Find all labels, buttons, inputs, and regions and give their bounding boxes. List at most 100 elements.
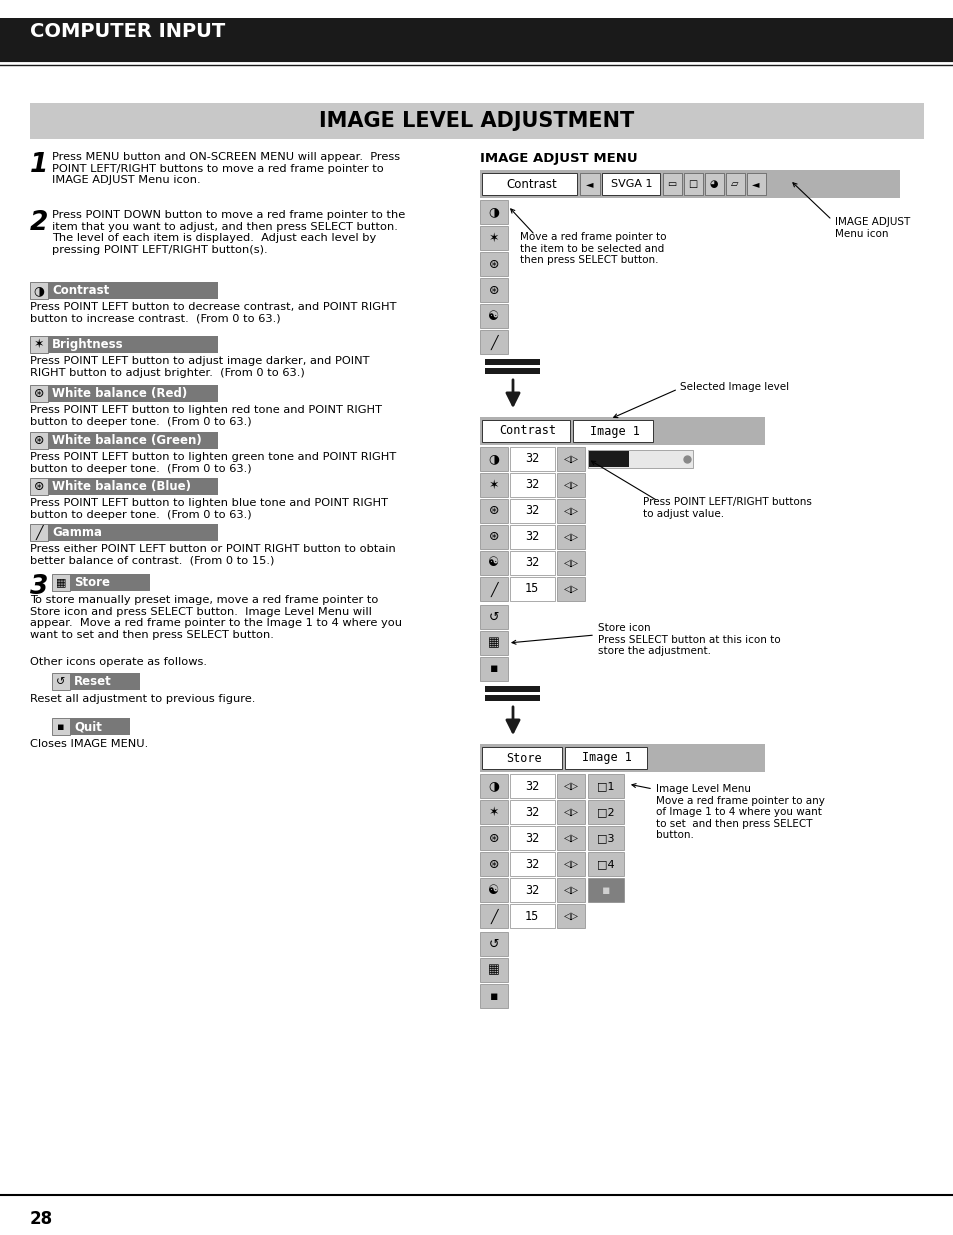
Text: ▱: ▱ <box>731 179 738 189</box>
Bar <box>479 499 507 522</box>
Text: Other icons operate as follows.: Other icons operate as follows. <box>30 657 207 667</box>
Bar <box>564 747 646 769</box>
Text: ╱: ╱ <box>490 582 497 597</box>
Text: White balance (Red): White balance (Red) <box>52 387 187 400</box>
Text: 32: 32 <box>524 557 538 569</box>
Bar <box>30 385 48 403</box>
Bar <box>479 278 507 303</box>
Text: ⊛: ⊛ <box>488 531 498 543</box>
Bar <box>479 170 899 198</box>
Bar <box>30 524 48 541</box>
Text: Image 1: Image 1 <box>581 752 631 764</box>
Bar <box>479 304 507 329</box>
Bar <box>479 226 507 249</box>
Bar <box>510 774 555 798</box>
Bar <box>52 673 70 690</box>
Bar <box>479 447 507 471</box>
Text: □4: □4 <box>597 860 614 869</box>
Text: Contrast: Contrast <box>499 425 556 437</box>
Text: Press POINT LEFT button to lighten red tone and POINT RIGHT
button to deeper ton: Press POINT LEFT button to lighten red t… <box>30 405 381 426</box>
Bar <box>557 577 584 601</box>
Text: ▭: ▭ <box>667 179 676 189</box>
Text: ◁▷: ◁▷ <box>563 860 578 869</box>
Text: ◁▷: ◁▷ <box>563 454 578 464</box>
Bar <box>510 447 555 471</box>
Text: ⊛: ⊛ <box>33 387 44 400</box>
Text: ▪: ▪ <box>57 721 65 731</box>
Text: Store icon
Press SELECT button at this icon to
store the adjustment.: Store icon Press SELECT button at this i… <box>598 622 780 656</box>
Text: ✶: ✶ <box>488 231 498 245</box>
Bar <box>479 473 507 496</box>
Text: ◑: ◑ <box>488 452 499 466</box>
Text: Contrast: Contrast <box>52 284 110 296</box>
Text: ↺: ↺ <box>488 610 498 624</box>
Bar <box>557 447 584 471</box>
Bar <box>48 524 218 541</box>
Bar <box>484 368 539 374</box>
Bar <box>510 525 555 550</box>
Bar <box>30 336 48 353</box>
Text: ✶: ✶ <box>488 805 498 819</box>
Text: Gamma: Gamma <box>52 526 102 538</box>
Bar <box>588 451 628 467</box>
Text: ◁▷: ◁▷ <box>563 584 578 594</box>
Bar <box>587 774 623 798</box>
Text: ◁▷: ◁▷ <box>563 532 578 542</box>
Bar <box>557 551 584 576</box>
Bar <box>479 852 507 876</box>
Text: ▪: ▪ <box>489 989 497 1003</box>
Bar <box>479 631 507 655</box>
Bar <box>48 432 218 450</box>
Bar <box>52 574 70 592</box>
Text: ◁▷: ◁▷ <box>563 885 578 895</box>
Bar <box>479 984 507 1008</box>
Text: 3: 3 <box>30 574 49 600</box>
Bar <box>479 800 507 824</box>
Bar <box>479 774 507 798</box>
Bar <box>587 450 692 468</box>
Bar <box>70 574 150 592</box>
Text: Store: Store <box>74 576 110 589</box>
Text: ◄: ◄ <box>586 179 593 189</box>
Bar <box>0 19 953 58</box>
Text: ◁▷: ◁▷ <box>563 911 578 921</box>
Bar <box>746 173 765 195</box>
Text: Image Level Menu
Move a red frame pointer to any
of Image 1 to 4 where you want
: Image Level Menu Move a red frame pointe… <box>656 784 824 840</box>
Bar <box>48 336 218 353</box>
Bar <box>510 852 555 876</box>
Text: 32: 32 <box>524 478 538 492</box>
Text: ◁▷: ◁▷ <box>563 506 578 516</box>
Bar <box>510 826 555 850</box>
Bar <box>481 747 561 769</box>
Text: ╱: ╱ <box>490 335 497 350</box>
Text: Press POINT LEFT button to decrease contrast, and POINT RIGHT
button to increase: Press POINT LEFT button to decrease cont… <box>30 303 396 324</box>
Bar <box>70 673 140 690</box>
Bar <box>48 478 218 495</box>
Text: Closes IMAGE MENU.: Closes IMAGE MENU. <box>30 739 148 748</box>
Text: Store: Store <box>506 752 541 764</box>
Bar <box>52 718 70 735</box>
Bar <box>662 173 681 195</box>
Bar <box>479 605 507 629</box>
Bar <box>510 551 555 576</box>
Bar <box>510 878 555 902</box>
Text: SVGA 1: SVGA 1 <box>611 179 652 189</box>
Text: IMAGE LEVEL ADJUSTMENT: IMAGE LEVEL ADJUSTMENT <box>319 111 634 131</box>
Text: Press POINT LEFT button to lighten blue tone and POINT RIGHT
button to deeper to: Press POINT LEFT button to lighten blue … <box>30 498 388 520</box>
Text: ▦: ▦ <box>488 963 499 977</box>
Text: White balance (Green): White balance (Green) <box>52 433 201 447</box>
Text: ◁▷: ◁▷ <box>563 781 578 790</box>
Text: ◕: ◕ <box>709 179 718 189</box>
Bar <box>484 685 539 692</box>
Bar <box>48 282 218 299</box>
Bar <box>479 577 507 601</box>
Bar <box>683 173 702 195</box>
Text: 32: 32 <box>524 805 538 819</box>
Bar <box>557 878 584 902</box>
Text: 32: 32 <box>524 831 538 845</box>
Text: ⊛: ⊛ <box>33 433 44 447</box>
Bar <box>557 800 584 824</box>
Text: 15: 15 <box>524 909 538 923</box>
Text: ◁▷: ◁▷ <box>563 480 578 490</box>
Bar <box>479 904 507 927</box>
